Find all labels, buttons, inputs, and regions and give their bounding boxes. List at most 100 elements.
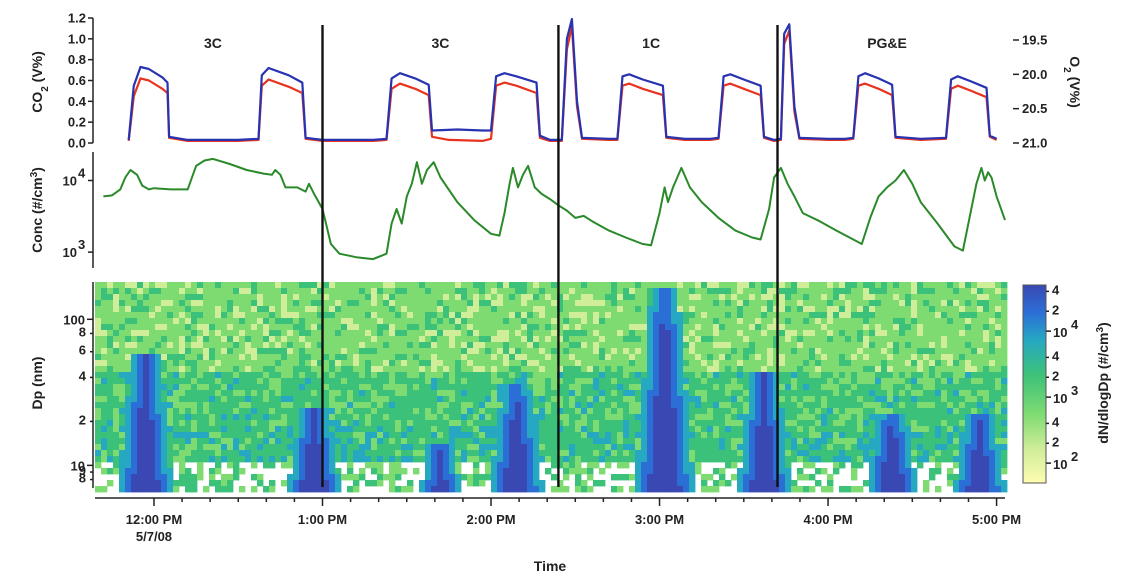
heatmap-cell [215,384,222,391]
heatmap-cell [611,312,618,319]
heatmap-cell [707,450,714,457]
heatmap-cell [845,426,852,433]
heatmap-cell [869,300,876,307]
heatmap-cell [521,396,528,403]
heatmap-cell [143,396,150,403]
heatmap-cell [425,426,432,433]
heatmap-cell [335,402,342,409]
heatmap-cell [281,312,288,319]
heatmap-cell [773,312,780,319]
heatmap-cell [677,408,684,415]
heatmap-cell [827,444,834,451]
heatmap-cell [923,378,930,385]
heatmap-cell [671,294,678,301]
heatmap-cell [845,456,852,463]
heatmap-cell [515,474,522,481]
heatmap-cell [557,486,564,493]
heatmap-cell [713,426,720,433]
heatmap-cell [425,324,432,331]
heatmap-cell [143,306,150,313]
heatmap-cell [833,348,840,355]
heatmap-cell [779,438,786,445]
heatmap-cell [719,312,726,319]
heatmap-cell [653,384,660,391]
heatmap-cell [257,336,264,343]
heatmap-cell [773,348,780,355]
heatmap-cell [125,294,132,301]
heatmap-cell [113,324,120,331]
heatmap-cell [281,450,288,457]
heatmap-cell [713,372,720,379]
heatmap-cell [593,414,600,421]
heatmap-cell [779,348,786,355]
heatmap-cell [401,468,408,475]
heatmap-cell [833,408,840,415]
heatmap-cell [563,360,570,367]
heatmap-cell [353,438,360,445]
heatmap-cell [413,420,420,427]
heatmap-cell [755,390,762,397]
heatmap-cell [821,468,828,475]
heatmap-cell [431,378,438,385]
heatmap-cell [521,432,528,439]
heatmap-cell [131,462,138,469]
heatmap-cell [257,378,264,385]
heatmap-cell [743,474,750,481]
heatmap-cell [467,378,474,385]
heatmap-cell [419,390,426,397]
heatmap-cell [605,390,612,397]
heatmap-cell [779,390,786,397]
heatmap-cell [323,480,330,487]
heatmap-cell [275,372,282,379]
heatmap-cell [383,408,390,415]
heatmap-cell [623,420,630,427]
heatmap-cell [947,390,954,397]
heatmap-cell [605,294,612,301]
heatmap-cell [461,420,468,427]
heatmap-cell [833,318,840,325]
heatmap-cell [293,366,300,373]
heatmap-cell [863,312,870,319]
heatmap-cell [791,450,798,457]
heatmap-cell [311,486,318,493]
heatmap-cell [251,474,258,481]
heatmap-cell [515,330,522,337]
heatmap-cell [839,354,846,361]
heatmap-cell [563,426,570,433]
heatmap-cell [293,378,300,385]
heatmap-cell [563,444,570,451]
heatmap-cell [605,396,612,403]
heatmap-cell [263,348,270,355]
heatmap-cell [209,372,216,379]
heatmap-cell [323,300,330,307]
heatmap-cell [461,402,468,409]
heatmap-cell [329,318,336,325]
heatmap-cell [161,480,168,487]
heatmap-cell [815,468,822,475]
heatmap-cell [119,342,126,349]
heatmap-cell [683,378,690,385]
heatmap-cell [665,300,672,307]
heatmap-cell [767,282,774,289]
heatmap-cell [581,366,588,373]
heatmap-cell [395,402,402,409]
heatmap-cell [515,402,522,409]
heatmap-cell [197,282,204,289]
heatmap-cell [365,438,372,445]
heatmap-cell [749,336,756,343]
heatmap-cell [635,462,642,469]
heatmap-cell [773,288,780,295]
heatmap-cell [587,426,594,433]
heatmap-cell [917,450,924,457]
heatmap-cell [173,348,180,355]
heatmap-cell [629,384,636,391]
heatmap-cell [917,438,924,445]
heatmap-cell [701,450,708,457]
co2-left-axis: 0.00.20.40.60.81.01.2 [68,11,94,151]
heatmap-cell [353,432,360,439]
heatmap-cell [785,300,792,307]
heatmap-cell [695,420,702,427]
heatmap-cell [629,348,636,355]
heatmap-cell [149,294,156,301]
heatmap-cell [677,486,684,493]
